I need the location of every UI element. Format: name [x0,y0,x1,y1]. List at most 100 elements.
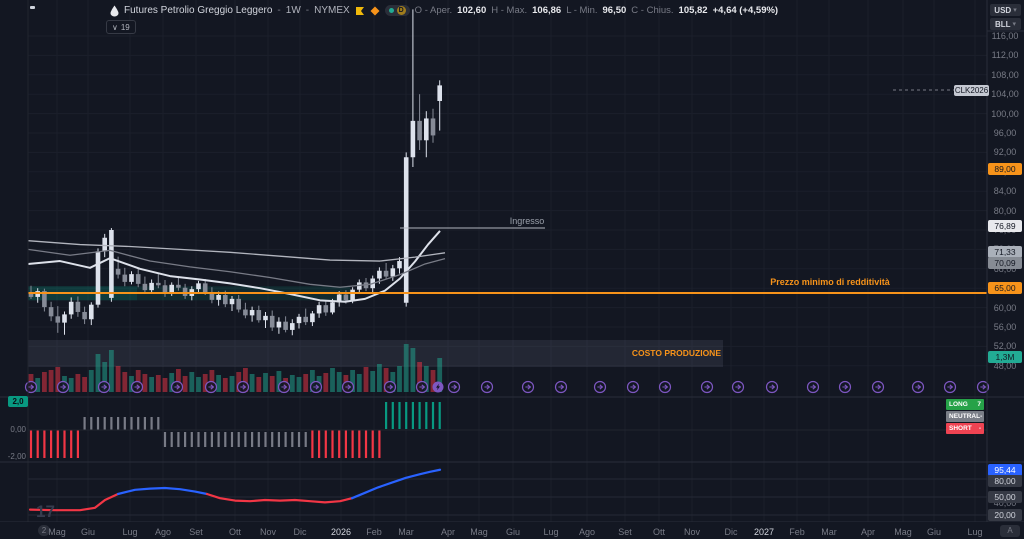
axis-month-label[interactable]: Feb [366,527,382,537]
production-cost-label[interactable]: COSTO PRODUZIONE [631,348,721,358]
auto-scale-button[interactable]: A [1000,525,1020,537]
ribbon-bar [103,417,106,430]
symbol-title[interactable]: Futures Petrolio Greggio Leggero [124,5,273,16]
axis-month-label[interactable]: Giu [505,527,521,537]
ribbon-bar [251,432,254,447]
axis-month-label[interactable]: Nov [683,527,701,537]
candle-body [336,294,342,303]
ribbon-bar [230,432,234,447]
contract-rollover-icon[interactable] [658,380,672,394]
signal-label: LONG [949,401,968,408]
contract-rollover-icon[interactable] [700,380,714,394]
candle-body [169,284,174,294]
contract-rollover-icon[interactable] [480,380,494,394]
contract-rollover-icon[interactable] [383,380,397,394]
volume-bar [149,377,154,392]
contract-rollover-icon[interactable] [130,380,144,394]
candle-body [316,305,322,314]
contract-rollover-icon[interactable] [277,380,291,394]
entry-line-label[interactable]: Ingresso [509,216,545,226]
contract-ticker-badge[interactable]: CLK2026 [954,85,989,96]
contract-rollover-icon[interactable] [204,380,218,394]
candle-body [62,314,67,323]
contract-rollover-icon[interactable] [236,380,250,394]
contract-rollover-icon[interactable] [170,380,184,394]
axis-month-label[interactable]: Giu [926,527,942,537]
exchange-label[interactable]: NYMEX [314,5,350,16]
axis-year-label[interactable]: 2026 [330,527,352,537]
ribbon-bar [217,432,220,447]
axis-year-label[interactable]: 2027 [753,527,775,537]
contract-rollover-icon[interactable] [911,380,925,394]
axis-month-label[interactable]: Dic [293,527,307,537]
currency-unit-button[interactable]: USD ▾ [990,4,1021,16]
axis-month-label[interactable]: Ott [228,527,242,537]
axis-month-label[interactable]: Ago [154,527,172,537]
contract-rollover-icon[interactable] [806,380,820,394]
axis-month-label[interactable]: Feb [789,527,805,537]
contract-rollover-icon[interactable] [521,380,535,394]
rsi-line [205,492,354,504]
contract-rollover-icon[interactable] [56,380,70,394]
contract-rollover-icon[interactable] [341,380,355,394]
axis-month-label[interactable]: Mag [470,527,488,537]
market-status-pill[interactable]: D [384,5,410,16]
rsi-line [28,492,120,512]
contract-rollover-icon[interactable] [554,380,568,394]
current-contract-icon[interactable] [432,381,444,393]
ribbon-bar [318,430,321,458]
axis-month-label[interactable]: Dic [724,527,738,537]
contract-rollover-icon[interactable] [309,380,323,394]
contract-rollover-icon[interactable] [593,380,607,394]
contract-rollover-icon[interactable] [943,380,957,394]
candle-body [115,268,121,275]
interval-label[interactable]: 1W [285,5,301,16]
contract-rollover-icon[interactable] [626,380,640,394]
price-tick: 84,00 [993,186,1017,197]
axis-month-label[interactable]: Ott [652,527,666,537]
contract-rollover-icon[interactable] [871,380,885,394]
profitability-line-label[interactable]: Prezzo minimo di redditività [770,277,890,287]
ribbon-bar [271,432,274,447]
ribbon-bar [110,417,113,430]
axis-month-label[interactable]: Mag [894,527,912,537]
contract-rollover-icon[interactable] [731,380,745,394]
diamond-icon[interactable] [370,6,380,16]
axis-month-label[interactable]: Nov [259,527,277,537]
volume-bar [55,367,61,392]
contract-rollover-icon[interactable] [765,380,779,394]
time-axis[interactable]: 2 Mag Giu Lug Ago Set Ott Nov Dic 2026 Feb Mar Apr M… [0,522,1024,539]
contract-rollover-icon[interactable] [97,380,111,394]
indicators-collapsed-button[interactable]: ∨ 19 [106,20,136,34]
axis-month-label[interactable]: Giu [80,527,96,537]
axis-month-label[interactable]: Lug [967,527,983,537]
indicator-level-badge: 50,00 [988,491,1022,503]
axis-month-label[interactable]: Lug [122,527,138,537]
candle-body [68,301,74,315]
volume-bar [330,368,335,392]
contract-rollover-icon[interactable] [838,380,852,394]
axis-month-label[interactable]: Apr [440,527,456,537]
signal-value: - [978,425,981,432]
axis-month-label[interactable]: Set [189,527,203,537]
axis-event-badge[interactable]: 2 [38,525,50,536]
axis-month-label[interactable]: Set [618,527,632,537]
flag-icon[interactable] [355,6,365,16]
delayed-data-icon: D [396,6,406,15]
contract-rollover-icon[interactable] [976,380,990,394]
price-tick: 92,00 [993,147,1017,158]
contract-rollover-icon[interactable] [447,380,461,394]
axis-month-label[interactable]: Mar [821,527,837,537]
price-scale[interactable]: USD ▾ BLL ▾ 116,00 112,00 108,00 104,00 100,… [987,0,1024,539]
axis-month-label[interactable]: Ago [578,527,596,537]
contract-rollover-icon[interactable] [24,380,38,394]
candle-body [142,283,148,291]
axis-month-label[interactable]: Lug [543,527,559,537]
axis-month-label[interactable]: Mag [48,527,66,537]
contract-rollover-icon[interactable] [415,380,429,394]
measure-unit-button[interactable]: BLL ▾ [990,18,1021,30]
axis-month-label[interactable]: Mar [398,527,414,537]
axis-month-label[interactable]: Apr [860,527,876,537]
candle-body [109,230,114,298]
